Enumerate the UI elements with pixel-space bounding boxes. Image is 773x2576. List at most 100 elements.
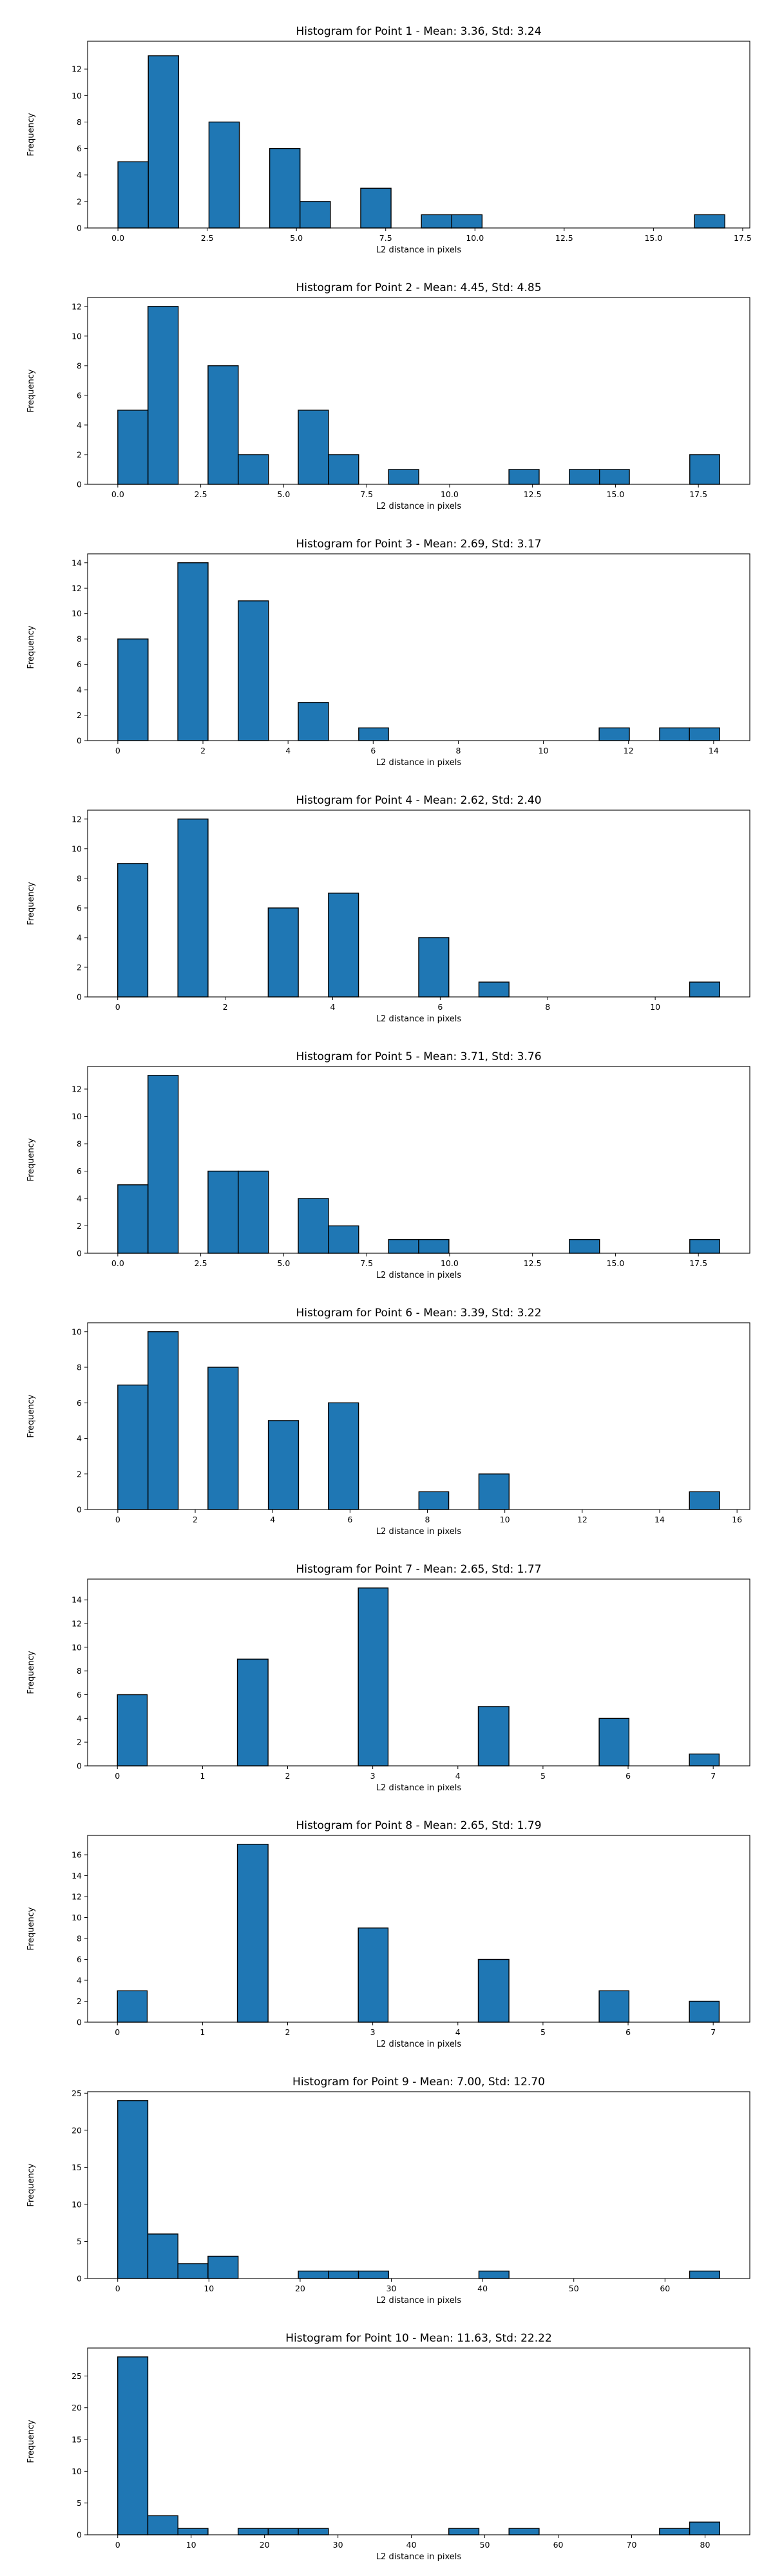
histogram-panel-4: 0 2 4 6 8 10 0 2 4 6 8 10 12 Histogram for Point 4 - … bbox=[26, 794, 750, 1024]
x-tick-label: 10 bbox=[500, 1515, 510, 1524]
y-axis-label: Frequency bbox=[26, 882, 36, 925]
histogram-panel-5: 0.0 2.5 5.0 7.5 10.0 12.5 15.0 17.5 0 2 4 6 8 10 12 His… bbox=[26, 1050, 750, 1280]
histogram-bar-7 bbox=[448, 2528, 480, 2535]
x-tick-label: 6 bbox=[625, 1771, 631, 1781]
y-tick-label: 12 bbox=[72, 64, 82, 74]
x-tick-label: 60 bbox=[660, 2284, 670, 2293]
histogram-bar-6 bbox=[328, 2270, 359, 2279]
x-tick-label: 5.0 bbox=[290, 233, 303, 243]
histogram-bar-4 bbox=[328, 893, 359, 998]
plot-frame bbox=[87, 553, 750, 741]
y-tick-label: 0 bbox=[77, 1761, 82, 1771]
histogram-bar-7 bbox=[659, 727, 690, 741]
chart-title: Histogram for Point 4 - Mean: 2.62, Std:… bbox=[296, 794, 541, 807]
histogram-bar-4 bbox=[477, 1706, 510, 1766]
y-tick-label: 6 bbox=[77, 659, 82, 669]
x-tick-label: 15.0 bbox=[606, 489, 624, 499]
chart-title: Histogram for Point 9 - Mean: 7.00, Std:… bbox=[292, 2076, 545, 2088]
histogram-bar-3 bbox=[177, 2528, 209, 2535]
y-tick-label: 14 bbox=[72, 558, 82, 567]
y-tick-label: 10 bbox=[72, 91, 82, 100]
histogram-bar-4 bbox=[237, 2528, 269, 2535]
chart-title: Histogram for Point 5 - Mean: 3.71, Std:… bbox=[296, 1050, 541, 1063]
x-tick-label: 7.5 bbox=[379, 233, 392, 243]
x-tick-label: 2 bbox=[285, 1771, 291, 1781]
histogram-bar-7 bbox=[388, 1239, 419, 1254]
y-tick-label: 4 bbox=[77, 685, 82, 695]
y-tick-label: 5 bbox=[77, 2498, 82, 2508]
x-tick-label: 4 bbox=[330, 1002, 336, 1012]
x-axis-label: L2 distance in pixels bbox=[376, 1783, 462, 1793]
x-tick-label: 2 bbox=[200, 746, 205, 755]
histogram-bar-5 bbox=[328, 1402, 359, 1510]
x-tick-label: 0 bbox=[115, 2540, 120, 2550]
histogram-bar-4 bbox=[238, 1170, 269, 1254]
x-tick-label: 10 bbox=[186, 2540, 196, 2550]
histogram-bar-5 bbox=[418, 937, 450, 998]
y-axis-label: Frequency bbox=[26, 2163, 36, 2206]
y-tick-label: 2 bbox=[77, 962, 82, 972]
histogram-bar-2 bbox=[177, 562, 209, 741]
histogram-bar-9 bbox=[569, 469, 600, 485]
y-tick-label: 8 bbox=[77, 1934, 82, 1944]
x-tick-label: 17.5 bbox=[689, 489, 707, 499]
y-tick-label: 6 bbox=[77, 390, 82, 400]
y-tick-label: 4 bbox=[77, 1714, 82, 1723]
x-tick-label: 12.5 bbox=[555, 233, 573, 243]
histogram-bar-10 bbox=[598, 469, 630, 485]
y-axis-label: Frequency bbox=[26, 369, 36, 412]
y-tick-label: 6 bbox=[77, 1166, 82, 1176]
histogram-panel-6: 0 2 4 6 8 10 12 14 16 0 2 4 6 8 10 Histogram for Point … bbox=[26, 1307, 750, 1537]
histogram-bar-3 bbox=[207, 1170, 239, 1254]
histogram-panel-2: 0.0 2.5 5.0 7.5 10.0 12.5 15.0 17.5 0 2 4 6 8 10 12 His… bbox=[26, 281, 750, 511]
x-tick-label: 10 bbox=[204, 2284, 214, 2293]
y-axis-label: Frequency bbox=[26, 1394, 36, 1437]
y-tick-label: 0 bbox=[77, 2274, 82, 2284]
histogram-bar-2 bbox=[236, 1658, 269, 1766]
histogram-bar-6 bbox=[689, 1753, 720, 1766]
histogram-bar-2 bbox=[148, 306, 179, 485]
x-tick-label: 2.5 bbox=[201, 233, 214, 243]
histogram-bar-11 bbox=[689, 454, 720, 485]
chart-title: Histogram for Point 8 - Mean: 2.65, Std:… bbox=[296, 1819, 541, 1832]
x-tick-label: 30 bbox=[333, 2540, 343, 2550]
x-tick-label: 40 bbox=[477, 2284, 488, 2293]
x-tick-label: 70 bbox=[627, 2540, 637, 2550]
histogram-bar-1 bbox=[117, 863, 149, 998]
y-tick-label: 6 bbox=[77, 903, 82, 913]
plot-frame bbox=[87, 1835, 750, 2023]
histogram-bar-6 bbox=[298, 2528, 329, 2535]
histogram-bar-1 bbox=[117, 1990, 148, 2023]
plot-frame bbox=[87, 810, 750, 998]
histogram-bar-3 bbox=[358, 1587, 389, 1766]
x-axis-label: L2 distance in pixels bbox=[376, 1271, 462, 1280]
y-axis-label: Frequency bbox=[26, 1138, 36, 1181]
y-tick-label: 6 bbox=[77, 144, 82, 153]
histogram-bar-1 bbox=[117, 1184, 149, 1254]
x-tick-label: 0 bbox=[115, 746, 120, 755]
histogram-bar-5 bbox=[598, 1990, 630, 2023]
x-tick-label: 14 bbox=[654, 1515, 665, 1524]
x-axis-label: L2 distance in pixels bbox=[376, 2552, 462, 2562]
y-tick-label: 8 bbox=[77, 1139, 82, 1149]
y-tick-label: 4 bbox=[77, 1434, 82, 1443]
y-tick-label: 2 bbox=[77, 1469, 82, 1479]
chart-title: Histogram for Point 10 - Mean: 11.63, St… bbox=[285, 2332, 552, 2345]
chart-title: Histogram for Point 6 - Mean: 3.39, Std:… bbox=[296, 1307, 541, 1320]
histogram-bar-3 bbox=[207, 365, 239, 485]
histogram-bar-5 bbox=[300, 201, 331, 229]
histogram-bar-4 bbox=[477, 1958, 510, 2023]
y-tick-label: 8 bbox=[77, 1363, 82, 1372]
x-tick-label: 0 bbox=[115, 1771, 120, 1781]
histogram-bar-6 bbox=[598, 727, 630, 741]
histogram-bar-9 bbox=[659, 2528, 691, 2535]
histogram-bar-3 bbox=[207, 1367, 239, 1510]
y-tick-label: 12 bbox=[72, 1084, 82, 1094]
y-tick-label: 0 bbox=[77, 2530, 82, 2540]
x-tick-label: 7.5 bbox=[360, 1258, 373, 1268]
y-tick-label: 10 bbox=[72, 844, 82, 853]
y-axis-label: Frequency bbox=[26, 1907, 36, 1950]
x-axis-label: L2 distance in pixels bbox=[376, 1014, 462, 1024]
